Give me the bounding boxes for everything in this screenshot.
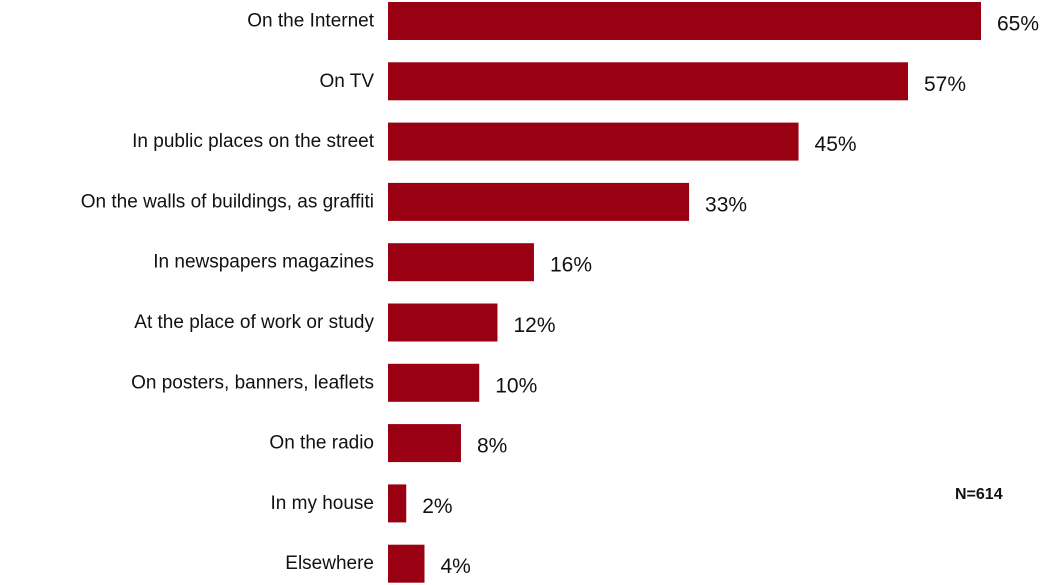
category-label-3: In public places on the street bbox=[132, 131, 375, 152]
bar-5 bbox=[388, 243, 534, 282]
value-label-9: 2% bbox=[422, 495, 452, 518]
bar-6 bbox=[388, 303, 498, 342]
value-label-10: 4% bbox=[440, 555, 470, 578]
value-label-2: 57% bbox=[924, 73, 966, 96]
value-label-1: 65% bbox=[997, 13, 1039, 36]
category-label-8: On the radio bbox=[269, 433, 374, 454]
bar-9 bbox=[388, 484, 407, 523]
value-label-5: 16% bbox=[550, 254, 592, 277]
value-label-7: 10% bbox=[495, 374, 537, 397]
category-label-7: On posters, banners, leaflets bbox=[131, 372, 374, 393]
category-label-6: At the place of work or study bbox=[134, 312, 374, 333]
bar-3 bbox=[388, 122, 799, 161]
sample-size-note: N=614 bbox=[955, 486, 1003, 503]
bar-2 bbox=[388, 62, 909, 101]
value-label-4: 33% bbox=[705, 193, 747, 216]
bars-group bbox=[388, 2, 981, 583]
category-label-9: In my house bbox=[271, 493, 375, 514]
category-label-5: In newspapers magazines bbox=[153, 252, 374, 273]
category-label-2: On TV bbox=[319, 71, 374, 92]
bar-4 bbox=[388, 182, 690, 221]
category-label-1: On the Internet bbox=[247, 11, 374, 32]
bar-1 bbox=[388, 2, 981, 40]
value-label-6: 12% bbox=[513, 314, 555, 337]
category-label-4: On the walls of buildings, as graffiti bbox=[81, 191, 374, 212]
category-label-10: Elsewhere bbox=[285, 553, 374, 574]
bar-8 bbox=[388, 424, 461, 463]
category-labels-group: On the Internet On TV In public places on … bbox=[81, 11, 375, 575]
bar-10 bbox=[388, 544, 425, 583]
value-label-8: 8% bbox=[477, 435, 507, 458]
value-label-3: 45% bbox=[815, 133, 857, 156]
bar-7 bbox=[388, 363, 480, 402]
value-labels-group: 65% 57% 45% 33% 16% 12% 10% 8% 2% 4% bbox=[422, 13, 1039, 579]
